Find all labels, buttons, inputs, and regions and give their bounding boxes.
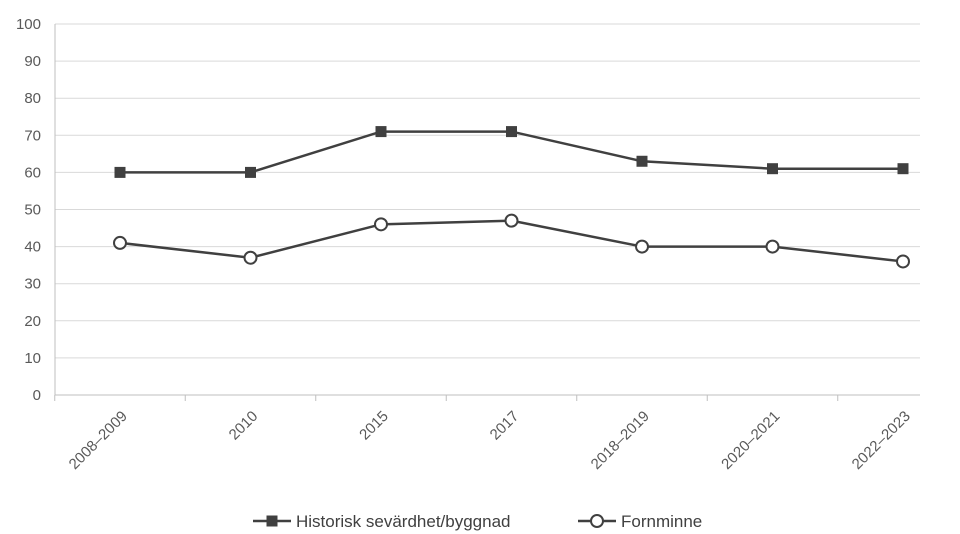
y-tick-label: 100 (16, 16, 41, 33)
y-tick-label: 40 (24, 239, 41, 256)
data-point (897, 163, 909, 175)
series-1 (113, 213, 910, 269)
data-point (114, 166, 126, 178)
x-axis: 2008–2009 2010 2015 2017 2018–2019 2020–2021 2… (54, 394, 920, 473)
x-tick-label: 2020–2021 (718, 408, 783, 473)
series-line (120, 130, 903, 174)
data-point (767, 163, 778, 175)
legend-item: Historisk sevärdhet/byggnad (253, 512, 511, 531)
y-tick-label: 70 (24, 127, 41, 144)
series-group (113, 126, 910, 269)
x-tick-label: 2015 (356, 408, 392, 444)
y-axis-tick-labels: 0 10 20 30 40 50 60 70 80 90 100 (16, 16, 41, 404)
x-tick-label: 2017 (487, 408, 523, 444)
legend-item: Fornminne (578, 512, 702, 531)
y-tick-label: 50 (24, 202, 41, 219)
x-tick-label: 2018–2019 (588, 408, 653, 473)
data-point (375, 126, 387, 138)
x-tick-label: 2022–2023 (849, 408, 914, 473)
legend-label: Historisk sevärdhet/byggnad (296, 512, 511, 531)
y-tick-label: 90 (24, 53, 41, 70)
legend: Historisk sevärdhet/byggnad Fornminne (253, 512, 702, 531)
data-point (113, 235, 127, 250)
legend-label: Fornminne (621, 512, 702, 531)
data-point (636, 155, 648, 167)
y-tick-label: 60 (24, 164, 41, 181)
series-0 (114, 126, 909, 178)
data-point (896, 254, 910, 269)
legend-marker (590, 514, 604, 528)
y-tick-label: 30 (24, 276, 41, 293)
data-point (635, 239, 649, 254)
data-point (374, 217, 388, 232)
data-point (243, 250, 258, 265)
data-point (504, 213, 519, 228)
gridlines (55, 23, 920, 359)
y-tick-label: 10 (24, 350, 41, 367)
x-tick-label: 2008–2009 (66, 408, 131, 473)
data-point (245, 166, 256, 178)
x-tick-label: 2010 (226, 408, 262, 444)
data-point (506, 126, 517, 138)
y-tick-label: 20 (24, 313, 41, 330)
y-tick-label: 80 (24, 90, 41, 107)
legend-marker (266, 515, 278, 527)
data-point (765, 239, 780, 254)
y-tick-label: 0 (33, 387, 41, 404)
